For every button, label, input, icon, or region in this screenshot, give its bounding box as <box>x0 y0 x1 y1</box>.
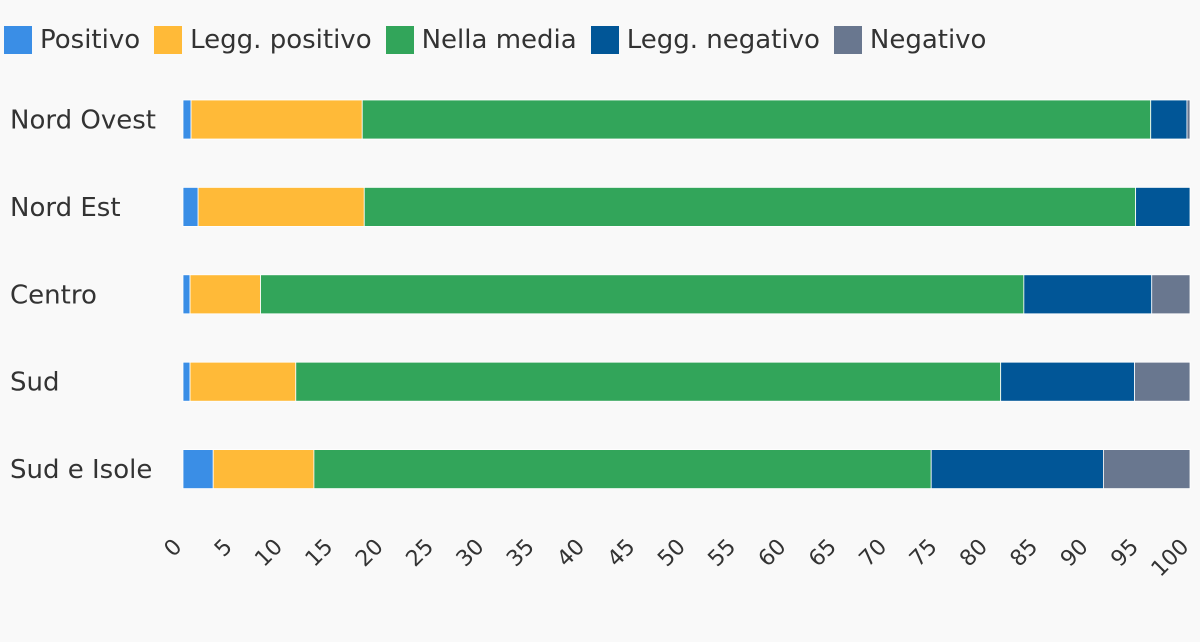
legend-swatch <box>590 26 619 54</box>
bar-segment <box>212 449 315 490</box>
x-tick-label: 40 <box>553 535 590 572</box>
bar-segment <box>197 186 365 227</box>
x-tick-label: 15 <box>301 535 338 572</box>
bar-segment <box>1023 274 1153 315</box>
x-tick-label: 75 <box>905 535 942 572</box>
legend-item: Nella media <box>385 22 577 58</box>
bar-segment <box>189 274 261 315</box>
x-tick-label: 60 <box>754 535 791 572</box>
x-tick-label: 10 <box>250 535 287 572</box>
category-label: Nord Ovest <box>10 106 156 136</box>
bar-segment <box>313 449 932 490</box>
legend-item: Legg. positivo <box>154 22 372 58</box>
legend-item: Negativo <box>833 22 987 58</box>
legend-swatch <box>385 26 414 54</box>
bar-segment <box>1000 361 1136 402</box>
legend: Positivo Legg. positivo Nella media Legg. n… <box>4 22 1000 58</box>
bar-segment <box>182 361 191 402</box>
legend-item: Legg. negativo <box>590 22 820 58</box>
legend-swatch <box>833 26 862 54</box>
legend-label: Nella media <box>421 25 577 55</box>
legend-item: Positivo <box>4 22 140 58</box>
bar-segment <box>1102 449 1191 490</box>
legend-swatch <box>4 26 32 54</box>
bar-segment <box>260 274 1025 315</box>
bar-segment <box>930 449 1104 490</box>
bar-segment <box>1134 361 1191 402</box>
bar-segment <box>189 361 297 402</box>
bar-segment <box>363 186 1137 227</box>
bar-segment <box>182 449 214 490</box>
x-tick-label: 80 <box>955 535 992 572</box>
bar-segment <box>295 361 1002 402</box>
x-tick-label: 55 <box>704 535 741 572</box>
x-tick-label: 25 <box>402 535 439 572</box>
category-label: Nord Est <box>10 193 121 223</box>
x-tick-label: 90 <box>1056 535 1093 572</box>
bar-segment <box>1150 99 1188 140</box>
bar-segment <box>182 99 192 140</box>
category-label: Sud e Isole <box>10 455 152 485</box>
x-tick-label: 0 <box>160 535 188 563</box>
x-tick-label: 95 <box>1106 535 1143 572</box>
bar-segment <box>182 274 191 315</box>
bar-segment <box>190 99 363 140</box>
legend-label: Legg. negativo <box>626 25 820 55</box>
x-tick-label: 30 <box>452 535 489 572</box>
category-label: Sud <box>10 368 60 398</box>
x-tick-label: 100 <box>1147 535 1194 582</box>
x-tick-label: 85 <box>1006 535 1043 572</box>
bar-segment <box>1186 99 1191 140</box>
x-tick-label: 65 <box>804 535 841 572</box>
bar-segment <box>1135 186 1191 227</box>
bar-segment <box>361 99 1152 140</box>
legend-label: Negativo <box>869 25 987 55</box>
x-tick-label: 20 <box>351 535 388 572</box>
bar-segment <box>182 186 199 227</box>
legend-swatch <box>154 26 183 54</box>
category-label: Centro <box>10 280 97 310</box>
x-tick-label: 70 <box>855 535 892 572</box>
x-tick-label: 5 <box>210 535 238 563</box>
x-tick-label: 45 <box>603 535 640 572</box>
x-tick-label: 50 <box>653 535 690 572</box>
x-tick-label: 35 <box>502 535 539 572</box>
legend-label: Positivo <box>40 25 141 55</box>
legend-label: Legg. positivo <box>190 25 372 55</box>
bar-segment <box>1151 274 1191 315</box>
